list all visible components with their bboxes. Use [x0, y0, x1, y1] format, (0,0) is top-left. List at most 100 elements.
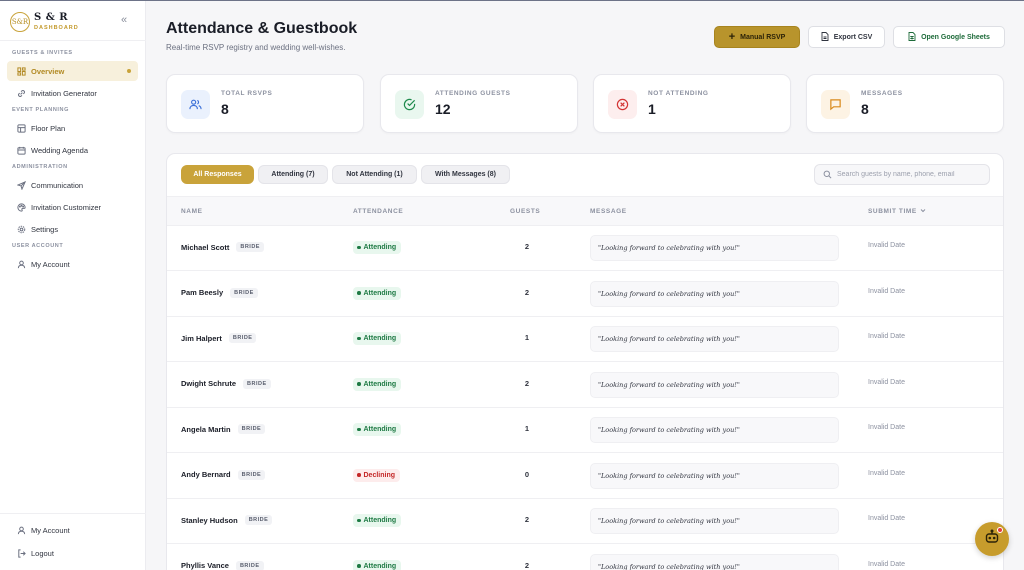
table-row[interactable]: Pam Beesly BRIDE Attending 2 "Looking forwar…: [167, 272, 1003, 317]
guest-message: "Looking forward to celebrating with you…: [590, 280, 839, 307]
submit-time: Invalid Date: [868, 287, 905, 295]
guest-name: Michael Scott BRIDE: [181, 242, 264, 252]
stat-label: MESSAGES: [861, 90, 903, 97]
sidebar-item-settings[interactable]: Settings: [7, 219, 138, 239]
sidebar-item-overview[interactable]: Overview: [7, 61, 138, 81]
sidebar-item-my-account[interactable]: My Account: [7, 254, 138, 274]
brand-name: S & R: [34, 12, 69, 23]
table-row[interactable]: Jim Halpert BRIDE Attending 1 "Looking forwa…: [167, 317, 1003, 362]
status-dot: [357, 564, 361, 568]
table-row[interactable]: Michael Scott BRIDE Attending 2 "Looking for…: [167, 226, 1003, 271]
sidebar-item-invitation-customizer[interactable]: Invitation Customizer: [7, 197, 138, 217]
brand-logo: S&R: [10, 12, 30, 32]
submit-time: Invalid Date: [868, 333, 905, 340]
spreadsheet-icon: [908, 31, 916, 43]
guest-count: 1: [524, 333, 530, 342]
column-header-attendance[interactable]: ATTENDANCE: [353, 208, 404, 215]
user-icon: [16, 525, 26, 535]
column-header-guests[interactable]: GUESTS: [510, 208, 541, 215]
export-csv-button[interactable]: Export CSV: [808, 26, 885, 48]
brand: S&R S & R DASHBOARD «: [8, 10, 140, 40]
attendance-status-badge: Attending: [353, 514, 402, 527]
sidebar-item-label: Settings: [31, 224, 59, 234]
sidebar-item-label: Logout: [31, 548, 54, 558]
table-row[interactable]: Angela Martin BRIDE Attending 1 "Looking for…: [167, 408, 1003, 453]
attendance-status-badge: Attending: [353, 377, 402, 391]
assistant-button[interactable]: [975, 522, 1009, 556]
column-header-name[interactable]: NAME: [181, 208, 203, 215]
send-icon: [16, 180, 26, 190]
submit-time: Invalid Date: [868, 378, 905, 386]
attendance-status-badge: Attending: [353, 241, 402, 254]
active-indicator: [127, 69, 131, 73]
responses-panel: All Responses Attending (7) Not Attendin…: [166, 153, 1004, 570]
guest-side-tag: BRIDE: [235, 560, 264, 570]
stat-value: 8: [861, 101, 869, 117]
stat-card-messages: MESSAGES 8: [806, 74, 1004, 133]
table-row[interactable]: Stanley Hudson BRIDE Attending 2 "Looking fo…: [167, 499, 1003, 544]
sidebar-bottom-logout[interactable]: Logout: [7, 543, 138, 563]
filter-all-responses[interactable]: All Responses: [181, 165, 254, 184]
guest-message: "Looking forward to celebrating with you…: [590, 326, 839, 352]
window-top-border: [0, 0, 1024, 1]
section-label-guests: GUESTS & INVITES: [12, 50, 73, 56]
sidebar: S&R S & R DASHBOARD « GUESTS & INVITES O…: [0, 1, 146, 570]
guest-side-tag: BRIDE: [237, 469, 266, 480]
sidebar-item-label: Invitation Generator: [31, 88, 97, 98]
table-row[interactable]: Dwight Schrute BRIDE Attending 2 "Looking fo…: [167, 363, 1003, 408]
stat-value: 1: [648, 101, 656, 117]
sidebar-bottom-my-account[interactable]: My Account: [7, 520, 138, 540]
guest-count: 2: [524, 378, 530, 388]
sidebar-item-label: Wedding Agenda: [31, 145, 88, 155]
logout-icon: [16, 548, 26, 558]
search-box: [814, 164, 990, 185]
attendance-status-badge: Attending: [353, 559, 402, 570]
stat-label: TOTAL RSVPS: [221, 90, 273, 97]
sidebar-item-communication[interactable]: Communication: [7, 175, 138, 195]
bot-icon: [984, 529, 1000, 550]
stat-value: 12: [435, 101, 451, 117]
page-title: Attendance & Guestbook: [166, 20, 358, 37]
guest-count: 2: [524, 287, 530, 297]
guest-name-text: Pam Beesly: [181, 288, 224, 297]
guest-name-text: Dwight Schrute: [181, 379, 237, 388]
calendar-icon: [16, 145, 26, 155]
guest-side-tag: BRIDE: [237, 424, 266, 434]
table-row[interactable]: Phyllis Vance BRIDE Attending 2 "Looking for…: [167, 545, 1003, 570]
sidebar-item-invitation-generator[interactable]: Invitation Generator: [7, 83, 138, 103]
guest-name: Pam Beesly BRIDE: [181, 287, 258, 298]
open-google-sheets-button[interactable]: Open Google Sheets: [893, 26, 1005, 48]
guest-message: "Looking forward to celebrating with you…: [590, 553, 839, 570]
stat-label: NOT ATTENDING: [648, 90, 709, 97]
filter-not-attending[interactable]: Not Attending (1): [332, 165, 417, 184]
sidebar-item-floor-plan[interactable]: Floor Plan: [7, 118, 138, 138]
sidebar-item-label: Communication: [31, 180, 84, 190]
manual-rsvp-button[interactable]: + Manual RSVP: [714, 26, 800, 48]
guest-message: "Looking forward to celebrating with you…: [590, 371, 839, 398]
sidebar-item-label: My Account: [31, 259, 70, 269]
table-row[interactable]: Andy Bernard BRIDE Declining 0 "Looking forw…: [167, 454, 1003, 499]
attendance-status-badge: Attending: [353, 423, 402, 436]
page-subtitle: Real-time RSVP registry and wedding well…: [166, 43, 346, 52]
grid-icon: [16, 66, 26, 76]
table-header: NAME ATTENDANCE GUESTS MESSAGE SUBMIT TI…: [167, 196, 1003, 226]
column-header-message[interactable]: MESSAGE: [590, 208, 627, 215]
guest-name: Stanley Hudson BRIDE: [181, 515, 273, 525]
sidebar-item-wedding-agenda[interactable]: Wedding Agenda: [7, 140, 138, 160]
guest-name: Andy Bernard BRIDE: [181, 469, 266, 480]
guest-name-text: Angela Martin: [181, 424, 231, 434]
stat-card-not-attending: NOT ATTENDING 1: [593, 74, 791, 133]
filter-with-messages[interactable]: With Messages (8): [421, 165, 510, 184]
collapse-sidebar-icon[interactable]: «: [121, 14, 128, 26]
submit-time: Invalid Date: [868, 469, 905, 477]
status-dot: [357, 518, 361, 523]
search-input[interactable]: [837, 171, 987, 178]
column-header-submit-time[interactable]: SUBMIT TIME: [868, 208, 926, 215]
filter-attending[interactable]: Attending (7): [258, 165, 328, 184]
document-icon: [821, 31, 829, 43]
section-label-account: USER ACCOUNT: [12, 243, 64, 249]
search-icon: [823, 166, 832, 184]
link-icon: [16, 88, 26, 98]
status-dot: [357, 473, 361, 477]
guest-side-tag: BRIDE: [236, 242, 264, 252]
